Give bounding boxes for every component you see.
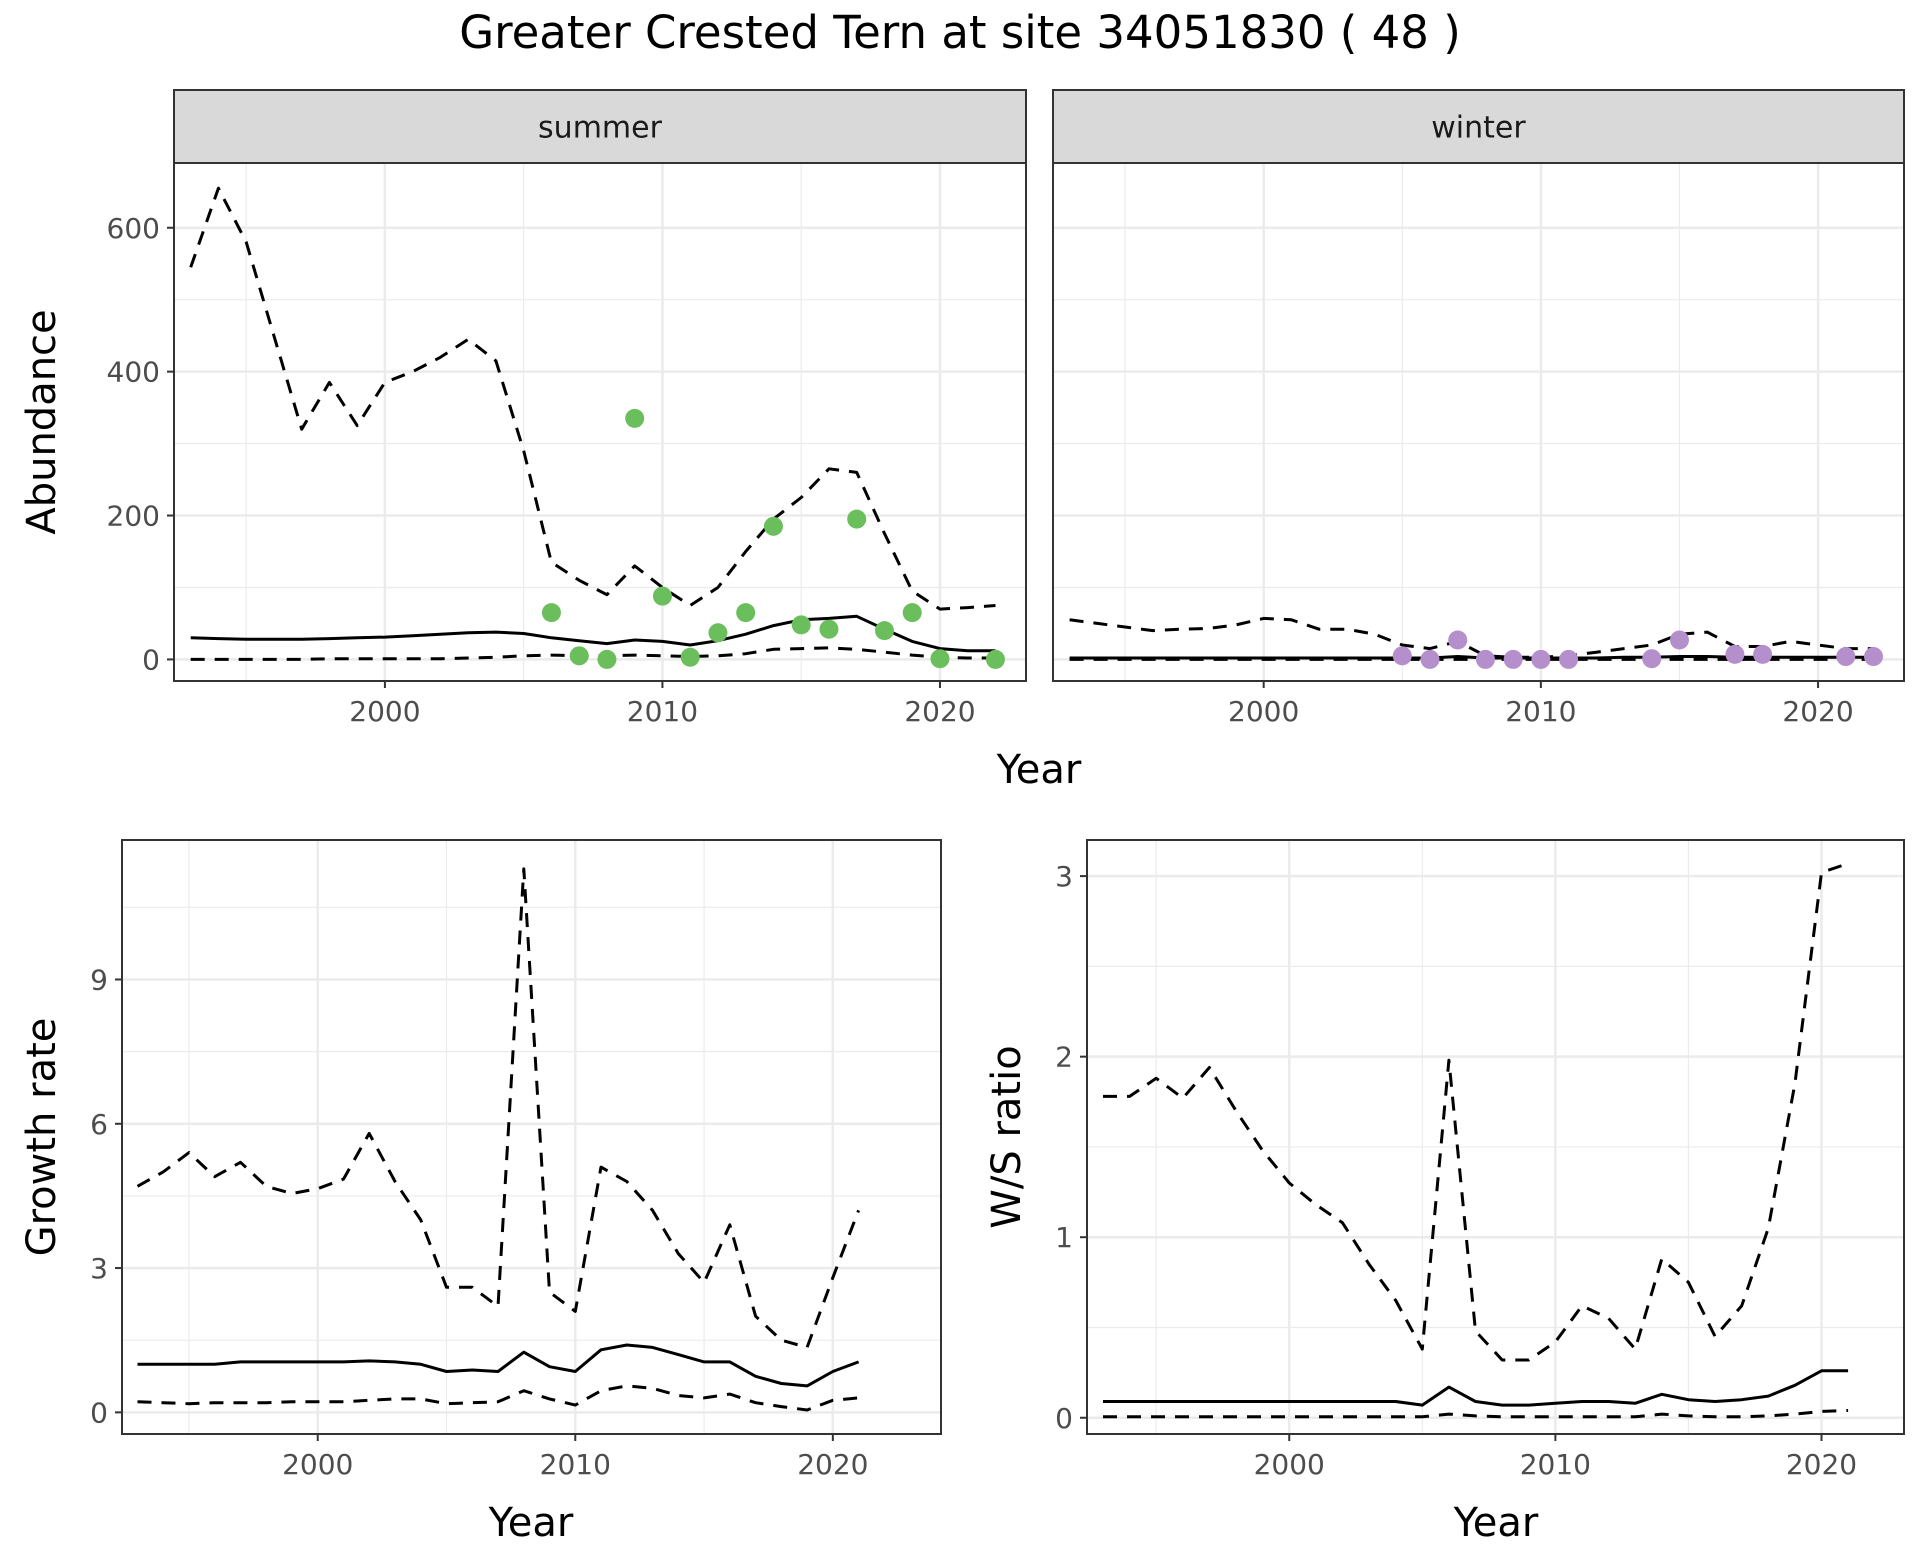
panel-abundance-summer: summer 2000 2010 2020 0 200 400 600 Abundance [19, 89, 1027, 728]
y-tick-label: 400 [107, 356, 160, 389]
x-tick-label: 2020 [1786, 1448, 1857, 1481]
data-point [1475, 649, 1495, 669]
series-group [1103, 862, 1849, 1419]
panel-border [173, 162, 1027, 682]
series-line-estimate [137, 1343, 860, 1388]
panel-abundance-winter: winter 2000 2010 2020 [1052, 89, 1905, 728]
series-line-upper-bound [1069, 616, 1874, 659]
data-point [1559, 649, 1579, 669]
data-point [1753, 644, 1773, 664]
y-tick-label: 0 [90, 1396, 108, 1429]
data-point [1392, 646, 1412, 666]
x-axis-title-abundance: Year [996, 747, 1082, 793]
panel-border [121, 839, 942, 1435]
data-point [1669, 630, 1689, 650]
panel-background [122, 840, 941, 1434]
panel-border [1086, 839, 1905, 1435]
x-tick-label: 2000 [1254, 1448, 1325, 1481]
y-tick-label: 9 [90, 963, 108, 996]
series-line-lower-bound [1103, 1409, 1849, 1419]
data-point [708, 623, 728, 643]
y-tick-label: 0 [142, 643, 160, 676]
series-line-estimate [1103, 1369, 1849, 1407]
data-point [736, 603, 756, 623]
series-line-lower-bound [137, 1384, 859, 1412]
panel-background [174, 163, 1026, 681]
facet-label: summer [538, 111, 663, 146]
x-tick-label: 2020 [797, 1448, 868, 1481]
data-point [902, 603, 922, 623]
panel-ws-ratio: 2000 2010 2020 0 1 2 3 W/S ratio Year [984, 839, 1905, 1546]
x-tick-label: 2010 [627, 695, 698, 728]
y-tick-label: 600 [107, 212, 160, 245]
chart-title: Greater Crested Tern at site 34051830 ( … [459, 6, 1461, 59]
data-point [1420, 649, 1440, 669]
panel-growth-rate: 2000 2010 2020 0 3 6 9 Growth rate Year [19, 839, 942, 1546]
x-axis-title: Year [1453, 1500, 1539, 1546]
y-axis-title: Growth rate [19, 1018, 65, 1257]
x-tick-label: 2000 [349, 695, 420, 728]
data-point [819, 619, 839, 639]
gridlines [122, 840, 941, 1434]
series-line-upper-bound [189, 186, 996, 611]
data-point [625, 408, 645, 428]
data-point [1642, 649, 1662, 669]
panel-background [1053, 163, 1904, 681]
data-point [597, 649, 617, 669]
data-point [1503, 649, 1523, 669]
data-point [1448, 630, 1468, 650]
data-point [1725, 644, 1745, 664]
data-point [541, 603, 561, 623]
y-axis-title: Abundance [19, 309, 65, 534]
facet-strip [173, 89, 1027, 164]
series-line-upper-bound [1103, 862, 1849, 1362]
data-point [874, 621, 894, 641]
panel-background [1087, 840, 1904, 1434]
x-tick-label: 2010 [540, 1448, 611, 1481]
data-point [791, 615, 811, 635]
data-point [1864, 647, 1884, 667]
x-tick-label: 2010 [1505, 695, 1576, 728]
y-axis-title: W/S ratio [984, 1045, 1030, 1228]
data-point [569, 646, 589, 666]
series-line-estimate [190, 614, 996, 653]
x-tick-label: 2020 [1782, 695, 1853, 728]
x-tick-label: 2000 [1228, 695, 1299, 728]
data-point [847, 509, 867, 529]
data-point [1836, 647, 1856, 667]
data-point [652, 586, 672, 606]
data-point [930, 649, 950, 669]
gridlines [1087, 840, 1904, 1434]
facet-label: winter [1431, 111, 1526, 146]
data-point [985, 649, 1005, 669]
y-tick-label: 3 [90, 1252, 108, 1285]
series-line-estimate [1069, 655, 1874, 660]
series-line-upper-bound [136, 867, 861, 1349]
y-tick-label: 1 [1055, 1221, 1073, 1254]
series-group [136, 867, 861, 1412]
x-tick-label: 2010 [1520, 1448, 1591, 1481]
x-tick-label: 2020 [904, 695, 975, 728]
x-tick-label: 2000 [282, 1448, 353, 1481]
data-point [763, 516, 783, 536]
panel-border [1052, 162, 1905, 682]
y-tick-label: 0 [1055, 1402, 1073, 1435]
series-group [189, 186, 1005, 669]
x-axis-title: Year [488, 1500, 574, 1546]
y-tick-label: 3 [1055, 860, 1073, 893]
y-tick-label: 200 [107, 500, 160, 533]
data-point [1531, 649, 1551, 669]
y-tick-label: 2 [1055, 1041, 1073, 1074]
series-group [1069, 616, 1884, 669]
data-point [680, 647, 700, 667]
facet-strip [1052, 89, 1905, 164]
y-tick-label: 6 [90, 1108, 108, 1141]
